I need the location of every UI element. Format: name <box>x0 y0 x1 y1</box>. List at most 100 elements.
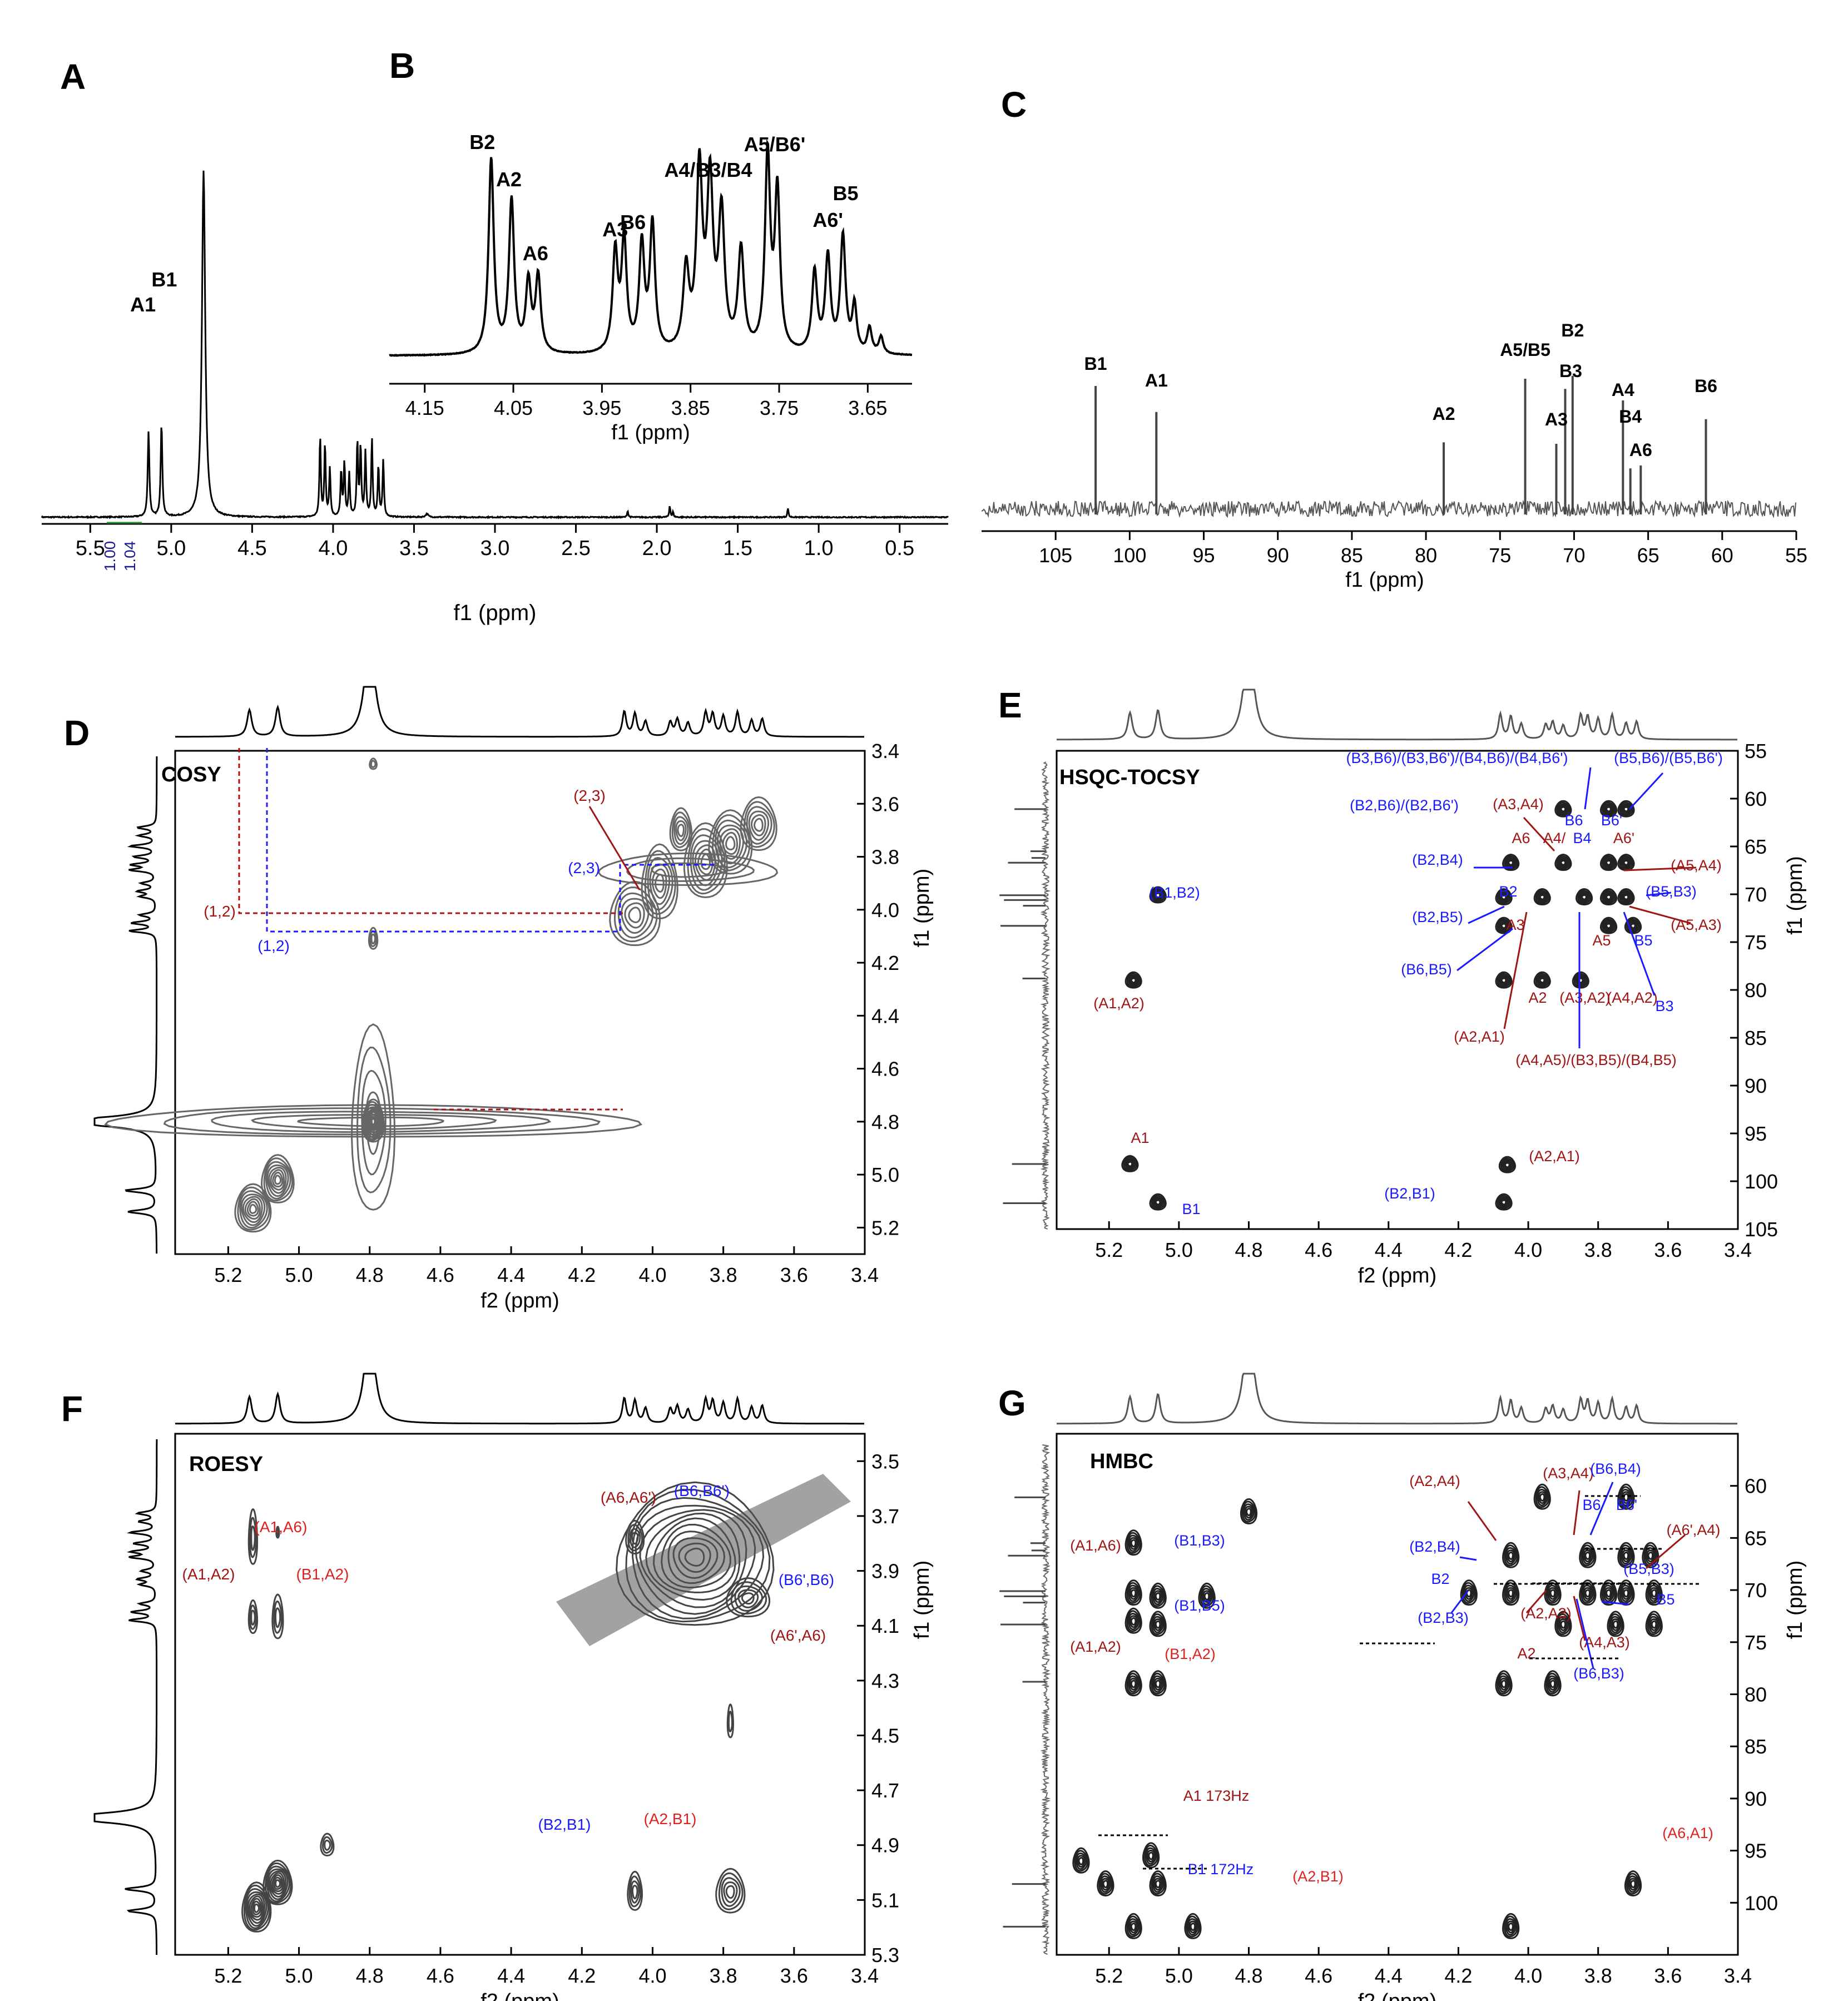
annotation-arrow <box>1467 1501 1497 1541</box>
contour-level <box>1198 1582 1216 1609</box>
contour-level <box>1129 1587 1138 1600</box>
x-tick-label: 4.5 <box>237 537 267 560</box>
contour-level <box>677 824 685 838</box>
contour-level <box>1499 1677 1509 1691</box>
x-axis-title: f2 (ppm) <box>480 1990 559 2001</box>
contour-level <box>1497 1195 1512 1210</box>
contour-level <box>1126 1582 1141 1604</box>
cross-peak-label: (B2,B5) <box>1412 909 1463 925</box>
peak-label: A6 <box>1629 440 1652 460</box>
contour-level <box>1149 886 1167 904</box>
contour-level <box>1611 1618 1621 1631</box>
cross-peak-label: (1,2) <box>257 937 290 954</box>
contour-level <box>1124 1670 1142 1697</box>
contour-level <box>722 831 738 855</box>
contour-level <box>718 1872 744 1910</box>
contour-level <box>1617 888 1635 906</box>
contour-level <box>1582 1547 1594 1565</box>
contour-level <box>1603 920 1615 932</box>
contour-level <box>1505 1918 1517 1936</box>
y-tick-label: 4.4 <box>871 1004 899 1027</box>
cross-peak-label: B6' <box>1601 812 1622 829</box>
contour-level <box>1603 856 1615 869</box>
y-tick-label: 85 <box>1745 1735 1767 1758</box>
contour-level <box>1124 1579 1142 1606</box>
y-tick-label: 95 <box>1745 1122 1767 1145</box>
contour-level <box>1504 855 1519 870</box>
contour-level <box>1617 1542 1635 1568</box>
contour-level <box>1155 1680 1161 1688</box>
contour-level <box>1144 1845 1159 1867</box>
contour-level <box>1506 1587 1515 1600</box>
contour-level <box>1148 1851 1154 1860</box>
x-tick-label: 4.4 <box>497 1264 525 1286</box>
contour-level <box>249 1517 257 1558</box>
contour-level <box>1648 1616 1661 1633</box>
contour-level <box>1621 891 1632 903</box>
contour-level <box>1558 858 1568 868</box>
contour-level <box>275 1607 281 1628</box>
y-tick-label: 70 <box>1745 1579 1767 1602</box>
contour-level <box>1129 1537 1138 1550</box>
contour-level <box>1554 800 1572 818</box>
cross-peak-label: (1,2) <box>204 903 236 920</box>
annotation-arrow <box>1575 1598 1594 1669</box>
x-tick-label: 0.5 <box>885 537 914 560</box>
contour-level <box>1129 976 1138 985</box>
plot-frame <box>174 750 866 1255</box>
cross-peak-label: A6' <box>1613 830 1634 846</box>
panel-letter-b: B <box>389 46 415 86</box>
y-tick-label: 4.2 <box>871 952 899 974</box>
contour-level <box>1124 971 1142 989</box>
contour-level <box>247 1893 266 1924</box>
contour-level <box>1146 1850 1156 1863</box>
contour-level <box>1498 1156 1517 1173</box>
x-tick-label: 3.4 <box>1724 1964 1752 1987</box>
y-tick-label: 80 <box>1745 979 1767 1002</box>
contour-level <box>1599 917 1618 934</box>
contour-level <box>1500 977 1507 984</box>
cross-peak-label: B5 <box>1656 1591 1674 1608</box>
y-tick-label: 55 <box>1745 740 1767 762</box>
contour-level <box>1601 801 1617 816</box>
cross-peak-label: (A1,A2) <box>1093 995 1145 1012</box>
contour-level <box>734 1585 764 1612</box>
contour-level <box>267 1868 289 1900</box>
contour-level <box>1537 974 1549 987</box>
cross-peak-label: (A6',A6) <box>770 1627 826 1644</box>
contour-level <box>1153 1590 1163 1603</box>
contour-level <box>1129 1920 1138 1934</box>
contour-level <box>1606 806 1612 813</box>
peak-label: A6 <box>523 242 548 265</box>
contour-level <box>1072 1847 1090 1874</box>
contour-level <box>273 1876 283 1890</box>
x-tick-label: 3.5 <box>399 537 429 560</box>
contour-level <box>1186 1915 1201 1938</box>
contour-level <box>1505 1547 1517 1565</box>
contour-level <box>635 1504 756 1615</box>
contour-level <box>1645 1579 1663 1606</box>
contour-level <box>1078 1857 1084 1865</box>
panel-letter-e: E <box>998 685 1022 725</box>
contour-level <box>1123 1156 1138 1171</box>
y-axis-title: f1 (ppm) <box>910 1561 934 1639</box>
contour-level <box>1578 891 1591 903</box>
contour-level <box>1126 1532 1141 1554</box>
cross-peak-label: B4 <box>1573 830 1591 846</box>
contour-level <box>730 1581 767 1615</box>
contour-level <box>1621 803 1632 815</box>
contour-level <box>1601 855 1617 870</box>
x-tick-label: 1.5 <box>723 537 752 560</box>
contour-level <box>1097 1870 1114 1897</box>
cross-peak-label: (B2,B4) <box>1409 1538 1460 1555</box>
carbon-noise-baseline <box>981 499 1796 518</box>
contour-level <box>275 1879 281 1888</box>
x-tick-label: 3.8 <box>1584 1239 1612 1261</box>
f2-projection <box>175 1373 864 1425</box>
panel-letter-d: D <box>64 713 90 753</box>
contour-level <box>1130 1589 1137 1598</box>
x-tick-label: 4.8 <box>356 1264 384 1286</box>
annotation-arrow <box>1646 891 1672 897</box>
f1-projection <box>1040 761 1051 1230</box>
y-tick-label: 4.3 <box>871 1670 899 1692</box>
